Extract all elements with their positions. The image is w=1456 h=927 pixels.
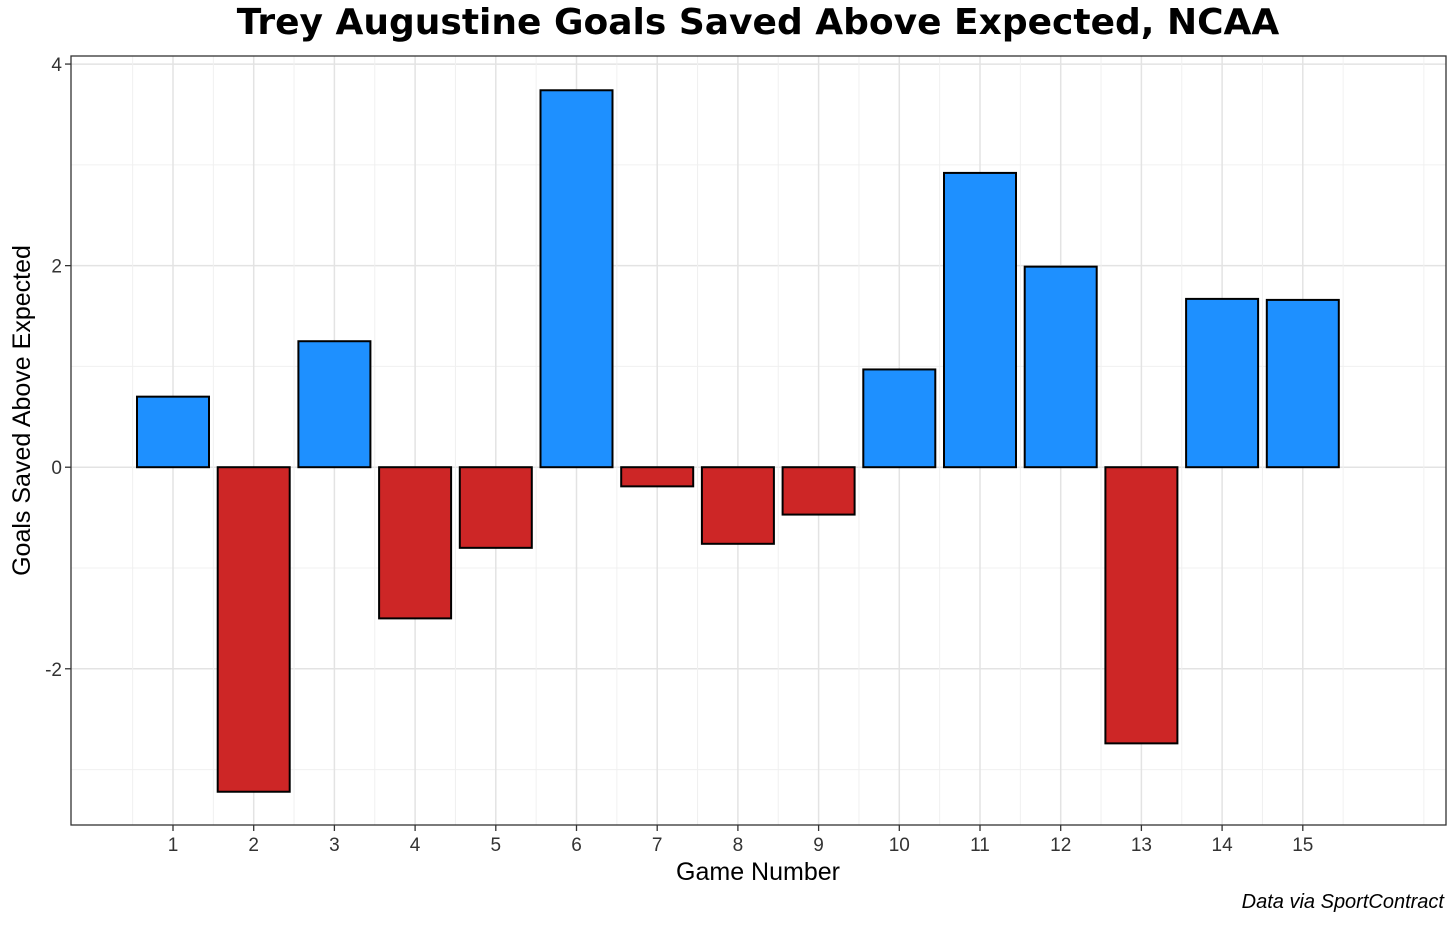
x-tick-label: 13: [1131, 835, 1152, 856]
bar-game-14: [1185, 297, 1260, 469]
bar-game-5: [458, 466, 533, 549]
data-source-caption: Data via SportContract: [1241, 891, 1444, 913]
x-tick-label: 14: [1212, 835, 1234, 856]
x-tick-label: 7: [652, 835, 663, 856]
x-tick-label: 11: [970, 835, 990, 856]
x-tick-label: 15: [1292, 835, 1313, 856]
bar-game-11: [943, 171, 1017, 469]
y-tick-label: 0: [51, 458, 62, 479]
x-tick-label: 3: [329, 835, 340, 856]
y-axis: -2 0 2 4: [45, 55, 71, 681]
x-axis-title: Game Number: [676, 858, 840, 886]
bar-game-8: [700, 466, 775, 545]
bar-game-7: [620, 466, 695, 488]
chart-title: Trey Augustine Goals Saved Above Expecte…: [236, 2, 1280, 43]
x-tick-label: 1: [168, 835, 179, 856]
x-tick-label: 8: [733, 835, 744, 856]
bar-game-10: [862, 368, 937, 469]
bar-game-4: [378, 466, 453, 620]
bar-game-9: [781, 466, 856, 516]
x-tick-label: 6: [571, 835, 582, 856]
y-axis-title: Goals Saved Above Expected: [8, 245, 36, 576]
x-tick-label: 10: [889, 835, 910, 856]
bar-game-6: [539, 89, 614, 469]
bar-game-3: [297, 340, 372, 469]
x-tick-label: 12: [1050, 835, 1071, 856]
x-tick-label: 5: [491, 835, 502, 856]
y-tick-label: -2: [45, 660, 62, 681]
y-tick-label: 2: [51, 257, 62, 278]
x-tick-label: 2: [248, 835, 259, 856]
x-tick-label: 9: [813, 835, 824, 856]
plot-panel-border: [70, 55, 1447, 826]
bar-game-12: [1023, 265, 1098, 469]
y-tick-label: 4: [51, 55, 62, 76]
bar-game-13: [1104, 466, 1179, 745]
bar-game-15: [1265, 298, 1340, 469]
bar-game-2: [216, 466, 291, 793]
x-tick-label: 4: [410, 835, 421, 856]
bars: [136, 89, 1340, 793]
x-axis: 1 2 3 4 5 6 7 8 9 10 11 12 13 14 15: [168, 825, 1313, 856]
bar-game-1: [136, 395, 210, 469]
